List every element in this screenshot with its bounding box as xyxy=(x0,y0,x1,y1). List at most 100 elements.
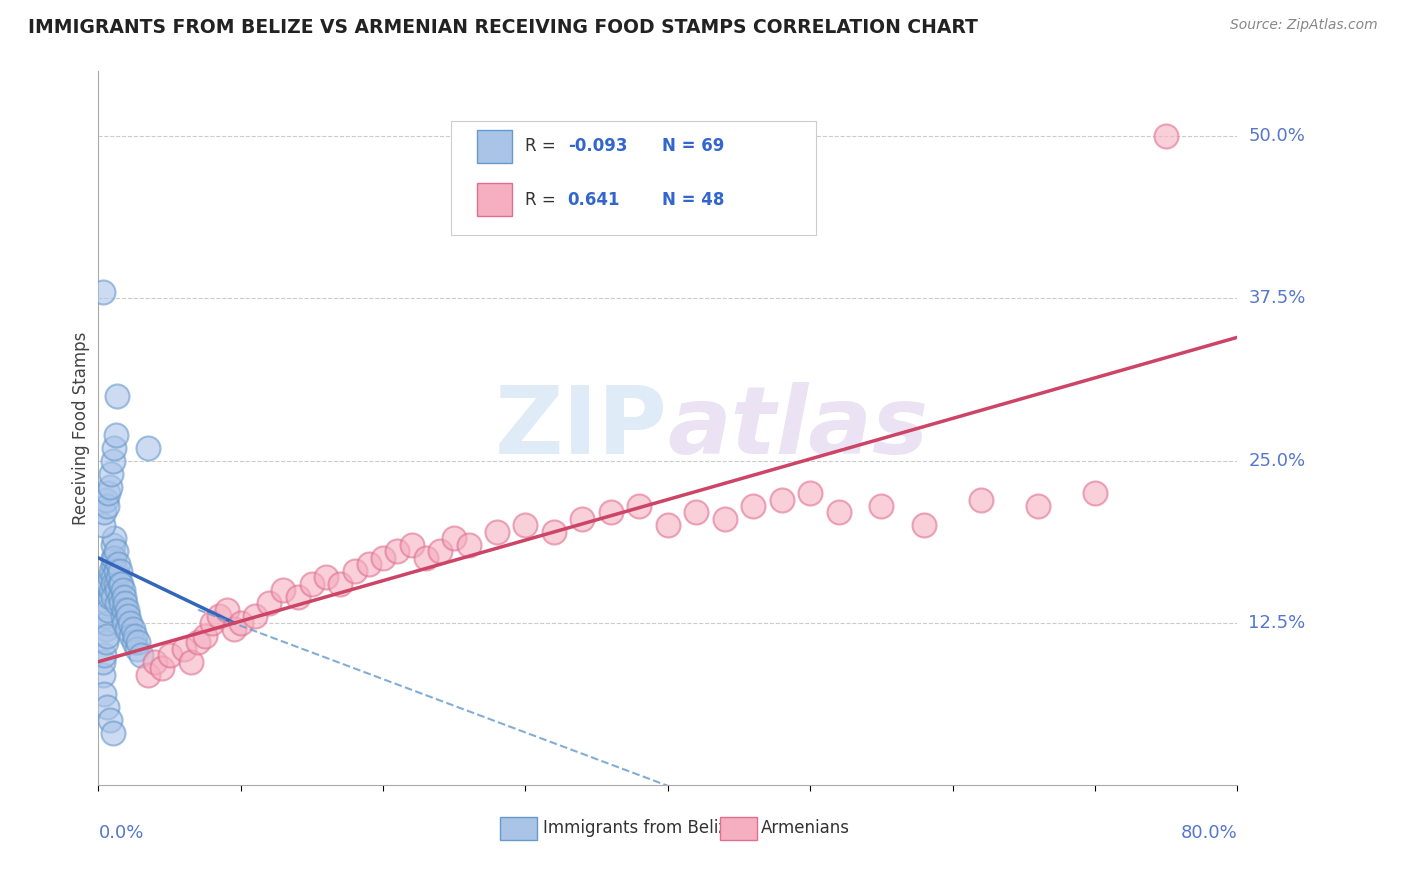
Point xyxy=(122,635,145,649)
Point xyxy=(912,518,935,533)
Point xyxy=(103,550,125,565)
Point xyxy=(97,603,120,617)
Point xyxy=(100,583,122,598)
Point xyxy=(657,518,679,533)
Point xyxy=(101,550,124,565)
Point xyxy=(373,550,395,565)
Point xyxy=(107,558,129,572)
Point xyxy=(101,590,124,604)
Point xyxy=(287,590,309,604)
Point xyxy=(259,596,281,610)
Point xyxy=(104,564,127,578)
Point xyxy=(152,661,174,675)
Point xyxy=(114,596,136,610)
Point xyxy=(970,492,993,507)
Point xyxy=(125,641,148,656)
Point xyxy=(97,486,120,500)
Point xyxy=(117,609,139,624)
Point xyxy=(112,603,135,617)
Point xyxy=(101,726,124,740)
Point xyxy=(91,518,114,533)
Point xyxy=(91,667,114,681)
Point xyxy=(145,655,167,669)
Point xyxy=(415,550,437,565)
Point xyxy=(98,479,121,493)
Point xyxy=(1084,486,1107,500)
Point xyxy=(401,538,423,552)
Point xyxy=(457,538,479,552)
Point xyxy=(108,577,131,591)
Point xyxy=(685,506,707,520)
Point xyxy=(98,570,121,584)
Point xyxy=(159,648,181,663)
Point xyxy=(98,713,121,727)
Point xyxy=(91,285,114,299)
Point xyxy=(93,506,115,520)
Point xyxy=(100,564,122,578)
Point xyxy=(136,667,159,681)
Point xyxy=(208,609,231,624)
Point xyxy=(115,622,138,636)
Point xyxy=(870,499,893,513)
Point xyxy=(387,544,409,558)
Point xyxy=(111,583,134,598)
Point xyxy=(443,532,465,546)
Point xyxy=(103,532,125,546)
Point xyxy=(112,590,135,604)
Point xyxy=(96,700,118,714)
Text: 0.641: 0.641 xyxy=(568,191,620,209)
Point xyxy=(100,467,122,481)
Point xyxy=(301,577,323,591)
Point xyxy=(108,590,131,604)
Point xyxy=(828,506,851,520)
Point xyxy=(110,596,132,610)
Point xyxy=(101,570,124,584)
FancyBboxPatch shape xyxy=(501,817,537,840)
Point xyxy=(180,655,202,669)
Point xyxy=(229,615,252,630)
Point xyxy=(173,641,195,656)
Point xyxy=(120,629,142,643)
Point xyxy=(97,596,120,610)
Point xyxy=(94,622,117,636)
Text: 80.0%: 80.0% xyxy=(1181,824,1237,842)
Point xyxy=(93,648,115,663)
Point xyxy=(799,486,821,500)
Point xyxy=(97,577,120,591)
Text: IMMIGRANTS FROM BELIZE VS ARMENIAN RECEIVING FOOD STAMPS CORRELATION CHART: IMMIGRANTS FROM BELIZE VS ARMENIAN RECEI… xyxy=(28,18,979,37)
Point xyxy=(215,603,238,617)
Point xyxy=(486,524,509,539)
Point xyxy=(571,512,593,526)
Text: R =: R = xyxy=(526,137,561,155)
Point xyxy=(94,635,117,649)
Point xyxy=(714,512,737,526)
Text: 25.0%: 25.0% xyxy=(1249,451,1306,469)
Point xyxy=(121,622,143,636)
Point xyxy=(104,577,127,591)
Text: 37.5%: 37.5% xyxy=(1249,289,1306,308)
Text: 12.5%: 12.5% xyxy=(1249,614,1306,632)
Point xyxy=(93,687,115,701)
Point xyxy=(101,538,124,552)
Point xyxy=(105,583,128,598)
Point xyxy=(96,615,118,630)
Text: atlas: atlas xyxy=(668,382,929,475)
Point xyxy=(110,577,132,591)
Point xyxy=(98,590,121,604)
Text: 50.0%: 50.0% xyxy=(1249,128,1305,145)
Y-axis label: Receiving Food Stamps: Receiving Food Stamps xyxy=(72,332,90,524)
Point xyxy=(94,609,117,624)
Point xyxy=(429,544,451,558)
FancyBboxPatch shape xyxy=(477,184,512,216)
Point xyxy=(118,615,141,630)
Text: -0.093: -0.093 xyxy=(568,137,627,155)
Point xyxy=(742,499,765,513)
Point xyxy=(1026,499,1049,513)
Point xyxy=(222,622,245,636)
Point xyxy=(243,609,266,624)
Text: ZIP: ZIP xyxy=(495,382,668,475)
Point xyxy=(315,570,337,584)
Point xyxy=(127,635,149,649)
Point xyxy=(273,583,295,598)
Point xyxy=(343,564,366,578)
